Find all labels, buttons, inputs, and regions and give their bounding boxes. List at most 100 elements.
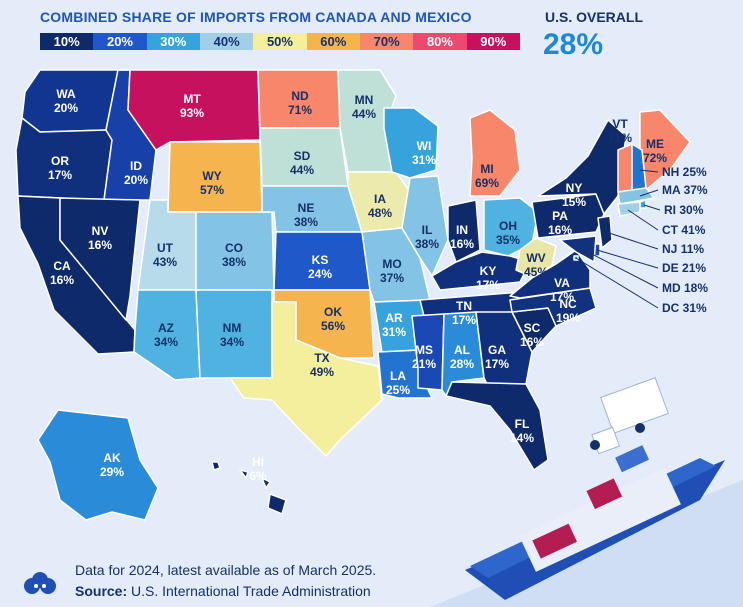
state-value-label: 44% [352,107,376,121]
state-code-label: KS [312,253,329,267]
state-value-label: 34% [220,335,244,349]
state-code-label: NY [566,181,583,195]
legend-segment: 40% [199,33,254,50]
state-value-label: 16% [520,335,544,349]
leader-line [575,257,659,309]
state-value-label: 37% [684,183,708,197]
state-nc [509,287,597,327]
state-va [509,249,591,299]
state-value-label: 31% [412,153,436,167]
state-callout-label: CT 41% [662,223,706,237]
state-value-label: 38% [415,237,439,251]
state-code-label: AR [385,311,403,325]
state-value-label: 28% [450,357,474,371]
state-nj [597,215,613,249]
state-value-label: 17% [550,290,574,304]
state-ny [537,119,627,215]
state-code-label: AL [454,343,470,357]
cargo-ship-illustration [465,445,725,600]
state-callout-label: RI 30% [664,203,704,217]
state-code-label: IN [456,223,468,237]
leader-line [627,209,659,231]
state-value-label: 17% [452,313,476,327]
state-value-label: 93% [180,106,204,120]
state-code-label: NC [559,297,577,311]
state-code-label: MI [480,162,493,176]
state-code-label: VT [612,117,628,131]
legend-segment: 60% [306,33,360,50]
state-code-label: TX [314,351,329,365]
leader-line [643,204,661,211]
state-code-label: MO [382,257,401,271]
state-code-label: NE [298,201,315,215]
state-value-label: 17% [485,357,509,371]
state-md [559,235,597,263]
state-ms [411,313,445,391]
state-value-label: 29% [100,465,124,479]
map-title: COMBINED SHARE OF IMPORTS FROM CANADA AN… [40,9,472,25]
state-value-label: 16% [50,273,74,287]
state-wi [383,107,439,179]
overall-value: 28% [543,28,604,61]
state-value-label: 71% [608,131,632,145]
state-code-label: GA [488,343,506,357]
color-legend: 10% 20% 30% 40% 50% 60% 70% 80% 90% [40,33,520,50]
state-code-label: AK [103,451,121,465]
state-code-label: ND [291,89,309,103]
state-value-label: 16% [450,237,474,251]
state-code-label: NM [223,321,242,335]
state-value-label: 16% [548,223,572,237]
state-value-label: 15% [562,195,586,209]
state-code-label: SC [524,321,541,335]
state-callout-label: MD 18% [662,281,708,295]
legend-segment: 20% [93,33,147,50]
state-callout-label: MA 37% [662,183,708,197]
state-ma [617,187,655,205]
state-value-label: 19% [556,311,580,325]
source-label: Source: [75,583,128,599]
state-value-label: 38% [294,215,318,229]
data-note: Data for 2024, latest available as of Ma… [75,562,377,578]
state-value-label: 18% [684,281,708,295]
state-value-label: 31% [683,301,707,315]
state-value-label: 41% [681,223,705,237]
legend-segment: 50% [253,33,307,50]
state-value-label: 69% [475,176,499,190]
state-code-label: MD [662,281,684,295]
state-value-label: 6% [249,469,267,483]
legend-segment: 70% [359,33,414,50]
state-code-label: SD [294,149,311,163]
state-value-label: 16% [88,238,112,252]
leader-line [596,249,659,269]
state-value-label: 25% [386,383,410,397]
state-value-label: 25% [683,165,707,179]
state-code-label: IA [374,192,386,206]
state-code-label: DE [662,261,682,275]
state-value-label: 20% [54,101,78,115]
state-code-label: ME [646,137,664,151]
state-in [447,199,481,263]
state-ak [37,409,159,521]
state-code-label: NH [662,165,683,179]
state-ri [639,199,647,209]
state-code-label: PA [552,209,568,223]
state-fl [445,381,549,471]
state-value-label: 17% [476,278,500,292]
state-code-label: NJ [662,242,681,256]
leader-line [639,189,659,197]
state-callout-label: DE 21% [662,261,706,275]
state-hi [211,461,287,515]
source-text: U.S. International Trade Administration [131,583,371,599]
state-code-label: WA [56,87,76,101]
state-callout-label: NH 25% [662,165,707,179]
state-callout-label: NJ 11% [662,242,704,256]
state-value-label: 14% [510,431,534,445]
state-value-label: 44% [290,163,314,177]
state-code-label: LA [390,369,406,383]
state-value-label: 49% [310,365,334,379]
state-code-label: MT [183,92,201,106]
state-code-label: DC [662,301,683,315]
state-code-label: ID [130,159,142,173]
state-value-label: 24% [308,267,332,281]
